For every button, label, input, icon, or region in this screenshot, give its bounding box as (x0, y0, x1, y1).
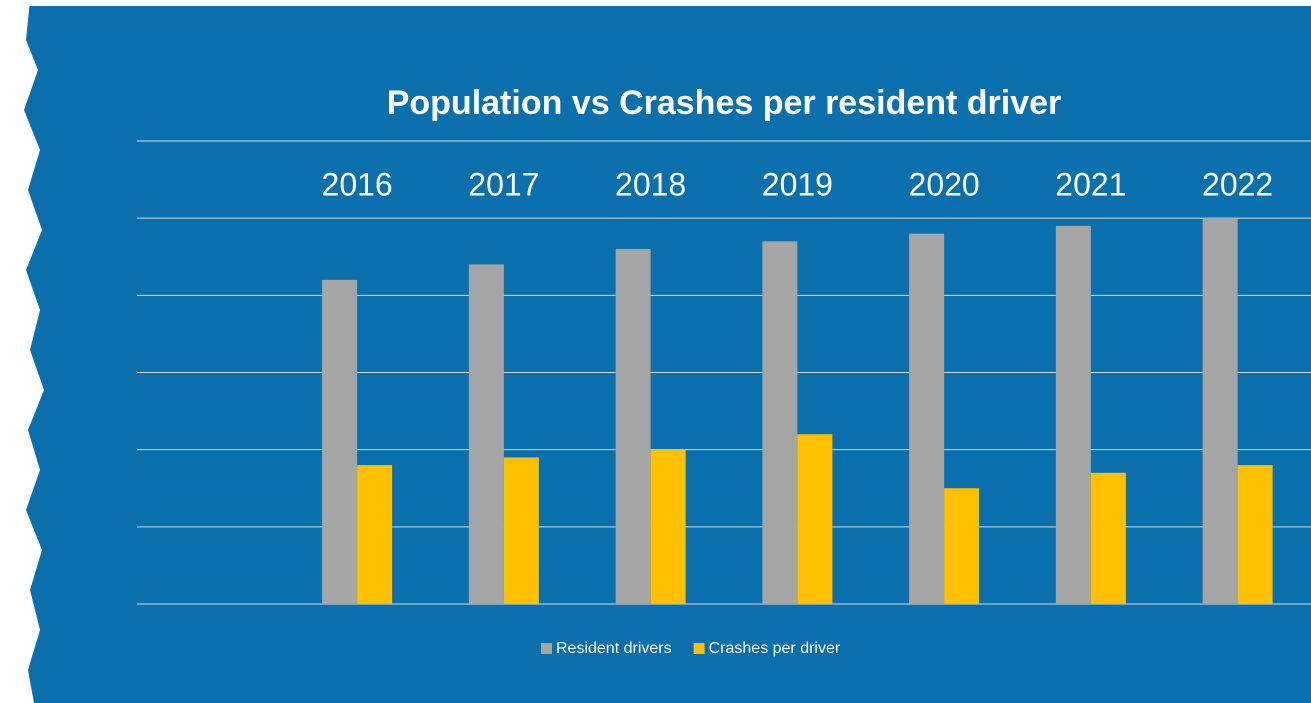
x-tick-label: 2016 (322, 166, 393, 202)
bar (322, 279, 358, 604)
bar (503, 457, 539, 604)
bar (1237, 465, 1273, 604)
bar (797, 434, 833, 604)
bar (1055, 225, 1091, 604)
legend-swatch (541, 643, 552, 654)
bar (468, 264, 504, 604)
bar (357, 465, 393, 604)
bar (909, 233, 945, 604)
bar (615, 249, 651, 605)
legend-label: Crashes per driver (709, 640, 841, 657)
bar (650, 449, 686, 604)
ragged-edge (0, 0, 44, 703)
chart-title: Population vs Crashes per resident drive… (387, 84, 1062, 122)
bar (944, 488, 980, 604)
legend-label: Resident drivers (556, 640, 672, 657)
legend-swatch (693, 643, 705, 654)
x-tick-label: 2020 (909, 166, 980, 202)
top-border (0, 0, 1311, 6)
x-tick-label: 2021 (1055, 166, 1126, 202)
bar (762, 241, 798, 605)
legend: Resident drivers Crashes per driver (541, 640, 841, 657)
bar (1090, 472, 1126, 604)
bar (1202, 218, 1238, 604)
x-tick-label: 2019 (762, 166, 833, 202)
x-tick-label: 2018 (615, 166, 686, 202)
x-tick-label: 2022 (1202, 166, 1273, 202)
x-tick-label: 2017 (468, 166, 539, 202)
